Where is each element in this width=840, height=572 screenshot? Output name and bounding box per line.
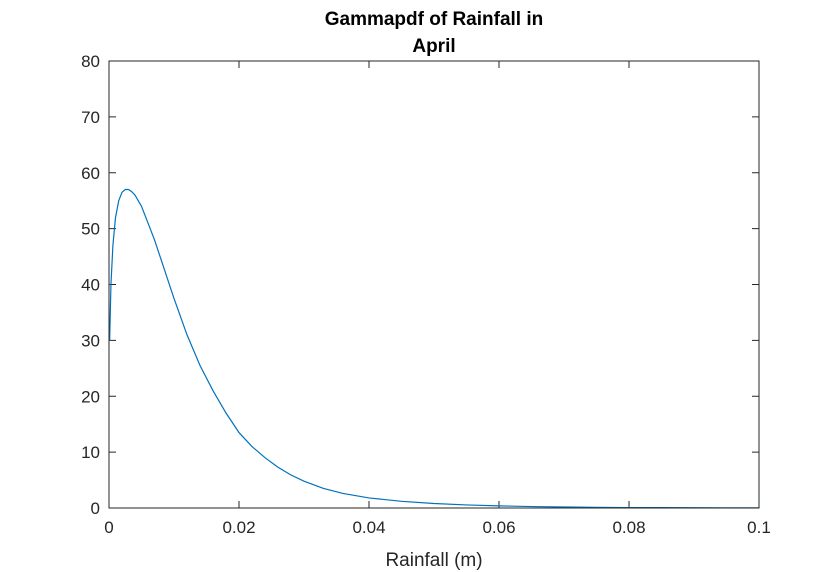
y-tick-label: 80	[81, 52, 100, 71]
x-tick-label: 0.08	[612, 518, 645, 537]
y-tick-label: 20	[81, 387, 100, 406]
x-tick-label: 0.02	[222, 518, 255, 537]
plot-area: 0 0.02 0.04 0.06 0.08 0.1 0 10 20 30 40 50 60 70 80	[81, 52, 771, 537]
x-axis-label: Rainfall (m)	[385, 550, 482, 571]
chart-title-line-2: April	[412, 36, 455, 57]
y-tick-label: 50	[81, 220, 100, 239]
y-axis: 0 10 20 30 40 50 60 70 80	[81, 52, 759, 518]
x-tick-label: 0	[104, 518, 113, 537]
y-tick-label: 30	[81, 331, 100, 350]
y-tick-label: 10	[81, 443, 100, 462]
axes-box	[108, 60, 760, 509]
x-tick-label: 0.1	[747, 518, 771, 537]
y-tick-label: 60	[81, 164, 100, 183]
series-line-gamma-pdf	[109, 188, 760, 509]
y-tick-label: 40	[81, 276, 100, 295]
y-tick-label: 0	[91, 499, 100, 518]
chart-title-line-1: Gammapdf of Rainfall in	[325, 9, 544, 30]
x-axis: 0 0.02 0.04 0.06 0.08 0.1	[104, 61, 771, 537]
x-tick-label: 0.06	[482, 518, 515, 537]
x-tick-label: 0.04	[352, 518, 385, 537]
y-tick-label: 70	[81, 108, 100, 127]
axes-background	[109, 61, 759, 508]
